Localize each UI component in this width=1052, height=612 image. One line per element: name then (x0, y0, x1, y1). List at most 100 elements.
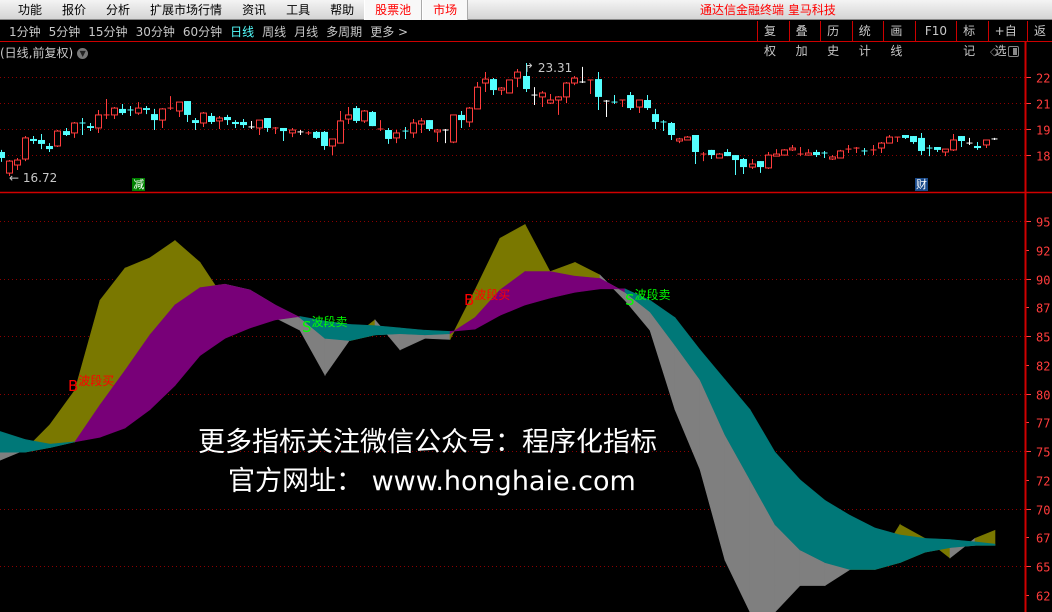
candle-body (829, 156, 836, 160)
fast-above-area (574, 261, 601, 279)
candle-body (71, 122, 78, 134)
history-button[interactable]: 历史 (820, 21, 852, 58)
candle-body (974, 145, 981, 149)
candle-body (773, 153, 780, 157)
axis-label: 85 (1036, 331, 1050, 345)
candle-body (63, 131, 70, 136)
period-monthly[interactable]: 月线 (294, 24, 319, 39)
adjust-button[interactable]: 复权 (757, 21, 789, 58)
candle-body (329, 138, 336, 147)
candle-body (636, 99, 643, 108)
period-more[interactable]: 更多 > (370, 24, 409, 39)
menu-tools[interactable]: 工具 (286, 2, 311, 17)
period-5min[interactable]: 5分钟 (48, 24, 81, 39)
falling-band (949, 539, 976, 548)
axis-label: 92 (1036, 245, 1050, 259)
period-weekly[interactable]: 周线 (262, 24, 287, 39)
falling-band (0, 431, 26, 453)
candle-body (482, 78, 489, 84)
price-axes: 22 21 19 18 95 92 90 87 85 82 80 77 75 72 70 67 65 62 (1025, 72, 1050, 604)
candle-body (393, 132, 400, 139)
candle-body (426, 120, 433, 130)
candle-body (716, 153, 723, 159)
candle-body (192, 120, 199, 123)
period-multi[interactable]: 多周期 (326, 24, 363, 39)
reduction-badge[interactable]: 减 (132, 178, 146, 191)
signal-sell-2: S波段卖 (625, 288, 671, 309)
panel-toggle-icon[interactable] (1008, 46, 1019, 57)
candle-body (506, 79, 513, 94)
menu-news[interactable]: 资讯 (242, 2, 267, 17)
mark-button[interactable]: 标记 (956, 21, 988, 58)
candle-body (934, 147, 941, 150)
candle-body (337, 120, 344, 144)
candle-body (200, 112, 207, 124)
rising-band (574, 275, 601, 293)
fast-below-area (324, 337, 351, 377)
rising-band (174, 287, 201, 387)
candle-body (38, 139, 45, 144)
rising-band (199, 283, 226, 357)
candle-body (490, 79, 497, 91)
candle-body (886, 136, 893, 144)
draw-button[interactable]: 画线 (883, 21, 915, 58)
falling-band (974, 541, 996, 546)
period-30min[interactable]: 30分钟 (135, 24, 175, 39)
candle-body (837, 150, 844, 159)
candle-body (474, 86, 481, 110)
menu-analysis[interactable]: 分析 (106, 2, 131, 17)
menu-help[interactable]: 帮助 (330, 2, 355, 17)
chevron-down-circle-icon[interactable]: ▼ (77, 48, 89, 59)
min-price-label: ← 16.72 (9, 171, 57, 185)
menu-function[interactable]: 功能 (18, 2, 43, 17)
period-1min[interactable]: 1分钟 (9, 24, 41, 39)
menu-market[interactable]: 市场 (422, 0, 469, 20)
f10-button[interactable]: F10 (914, 21, 956, 41)
candle-body (14, 159, 21, 166)
candle-body (668, 122, 675, 136)
axis-label: 87 (1036, 302, 1050, 316)
finance-badge[interactable]: 财 (914, 178, 928, 191)
candle-body (232, 121, 239, 125)
chart-info-label: (日线,前复权) (0, 46, 74, 60)
axis-label: 95 (1036, 216, 1050, 230)
candle-body (902, 135, 909, 138)
signal-sell-1: S波段卖 (302, 315, 348, 336)
fast-above-area (524, 224, 551, 272)
falling-band (424, 329, 451, 336)
diamond-icon[interactable]: ◇ (990, 45, 999, 58)
falling-band (49, 441, 76, 448)
candle-body (369, 112, 376, 127)
candle-body (724, 151, 731, 157)
menu-quote[interactable]: 报价 (62, 2, 87, 17)
add-watchlist-button[interactable]: +自选 (987, 21, 1027, 58)
period-daily[interactable]: 日线 (230, 24, 255, 39)
candle-body (918, 137, 925, 151)
period-bar: 1分钟 5分钟 15分钟 30分钟 60分钟 日线 周线 月线 多周期 更多 >… (0, 21, 1052, 58)
indicator-areas (0, 223, 996, 612)
candle-body (458, 114, 465, 121)
candle-body (740, 159, 747, 168)
period-15min[interactable]: 15分钟 (88, 24, 128, 39)
menu-stock-pool[interactable]: 股票池 (364, 0, 423, 20)
candle-body (289, 129, 296, 134)
candle-body (514, 71, 521, 79)
candle-body (410, 122, 417, 134)
candle-body (361, 110, 368, 122)
statistics-button[interactable]: 统计 (851, 21, 884, 58)
falling-band (374, 325, 401, 336)
candle-body (434, 129, 441, 133)
fast-above-area (49, 389, 76, 448)
overlay-button[interactable]: 叠加 (788, 21, 821, 58)
axis-label: 62 (1036, 590, 1050, 604)
menu-extended-market[interactable]: 扩展市场行情 (150, 2, 223, 17)
candle-body (385, 130, 392, 139)
axis-label: 70 (1036, 504, 1050, 518)
falling-band (399, 327, 426, 336)
period-60min[interactable]: 60分钟 (182, 24, 223, 39)
candle-body (313, 131, 320, 138)
candle-body (264, 118, 271, 128)
candle-body (111, 107, 118, 116)
back-button[interactable]: 返 (1026, 21, 1052, 41)
